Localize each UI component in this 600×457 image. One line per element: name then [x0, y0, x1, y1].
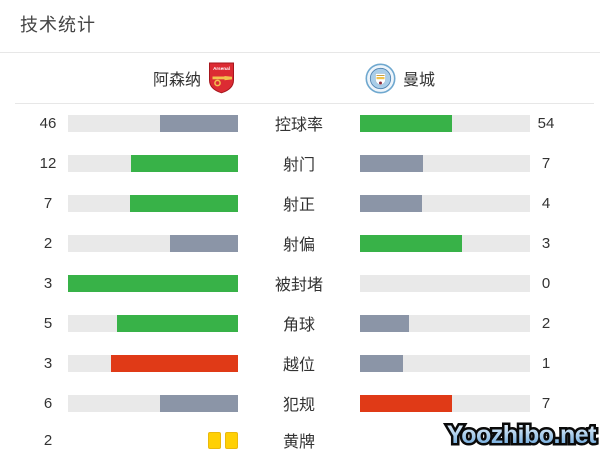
stats-rows: 46 控球率 54 12 射门 7 7 射正 4 2 射偏 3 3 被封堵 0 5 角球 2 3 越位 1 6 犯规 7 2 黄牌… [0, 103, 600, 457]
away-bar-fill [360, 154, 423, 172]
away-bar-fill [360, 234, 462, 252]
away-value: 1 [541, 354, 551, 372]
home-value: 2 [43, 234, 53, 252]
yellow-card-icon [208, 431, 221, 449]
stat-label: 射偏 [282, 237, 315, 254]
home-bar-track [68, 394, 238, 412]
away-value: 0 [541, 431, 551, 449]
away-value: 2 [541, 314, 551, 332]
stat-row-射门: 12 射门 7 [0, 143, 600, 183]
home-value: 46 [39, 114, 57, 132]
mancity-crest-icon [365, 63, 396, 93]
stat-row-犯规: 6 犯规 7 [0, 383, 600, 423]
stat-label: 角球 [282, 317, 315, 334]
home-bar-fill [159, 114, 238, 132]
home-bar-fill [170, 234, 238, 252]
away-bar-track [360, 354, 530, 372]
home-value: 6 [43, 394, 53, 412]
team-home: 阿森纳 Arsenal [0, 53, 299, 103]
arsenal-crest-icon: Arsenal [209, 62, 234, 94]
home-value: 3 [43, 354, 53, 372]
home-value: 2 [43, 431, 53, 449]
home-value: 12 [39, 154, 57, 172]
stat-row-控球率: 46 控球率 54 [0, 103, 600, 143]
home-bar-fill [116, 314, 238, 332]
watermark: Yoozhibo.net [444, 419, 599, 452]
away-value: 0 [541, 274, 551, 292]
stat-row-角球: 5 角球 2 [0, 303, 600, 343]
away-bar-fill [360, 114, 452, 132]
away-bar-fill [360, 354, 403, 372]
stat-row-被封堵: 3 被封堵 0 [0, 263, 600, 303]
away-value: 3 [541, 234, 551, 252]
stat-row-射正: 7 射正 4 [0, 183, 600, 223]
stat-row-射偏: 2 射偏 3 [0, 223, 600, 263]
home-bar-fill [110, 354, 238, 372]
stat-label: 被封堵 [274, 277, 323, 294]
home-bar-track [68, 114, 238, 132]
stat-label: 黄牌 [282, 434, 315, 451]
svg-text:Arsenal: Arsenal [213, 66, 230, 71]
home-value: 3 [43, 274, 53, 292]
away-bar-track [360, 314, 530, 332]
away-bar-fill [360, 314, 409, 332]
away-bar-fill [360, 194, 422, 212]
stat-row-黄牌: 2 黄牌 0 [0, 423, 600, 457]
home-yellow-cards [208, 431, 238, 449]
team-home-name: 阿森纳 [152, 72, 201, 89]
team-away-name: 曼城 [403, 72, 436, 89]
divider [0, 52, 600, 53]
home-bar-track [68, 234, 238, 252]
away-bar-track [360, 274, 530, 292]
home-value: 7 [43, 194, 53, 212]
divider [15, 103, 594, 104]
yellow-card-icon [225, 431, 238, 449]
away-bar-track [360, 394, 530, 412]
team-header: 阿森纳 Arsenal 曼城 [0, 53, 600, 103]
stat-label: 射正 [282, 197, 315, 214]
stat-label: 越位 [282, 357, 315, 374]
away-value: 7 [541, 394, 551, 412]
team-away: 曼城 [299, 53, 600, 103]
home-value: 5 [43, 314, 53, 332]
watermark-text: Yoozhibo.net [447, 421, 597, 449]
stat-row-越位: 3 越位 1 [0, 343, 600, 383]
away-value: 7 [541, 154, 551, 172]
away-value: 4 [541, 194, 551, 212]
home-bar-track [68, 431, 238, 449]
away-bar-track [360, 114, 530, 132]
page-title: 技术统计 [20, 15, 96, 35]
stat-label: 犯规 [282, 397, 315, 414]
home-bar-track [68, 274, 238, 292]
home-bar-track [68, 354, 238, 372]
home-bar-fill [159, 394, 238, 412]
away-bar-track [360, 234, 530, 252]
home-bar-fill [68, 274, 238, 292]
home-bar-fill [129, 194, 238, 212]
home-bar-track [68, 154, 238, 172]
home-bar-track [68, 194, 238, 212]
away-bar-track [360, 194, 530, 212]
home-bar-fill [130, 154, 238, 172]
stat-label: 射门 [282, 157, 315, 174]
home-bar-track [68, 314, 238, 332]
stat-label: 控球率 [274, 117, 323, 134]
away-value: 54 [537, 114, 555, 132]
away-bar-track [360, 154, 530, 172]
away-bar-fill [360, 394, 452, 412]
